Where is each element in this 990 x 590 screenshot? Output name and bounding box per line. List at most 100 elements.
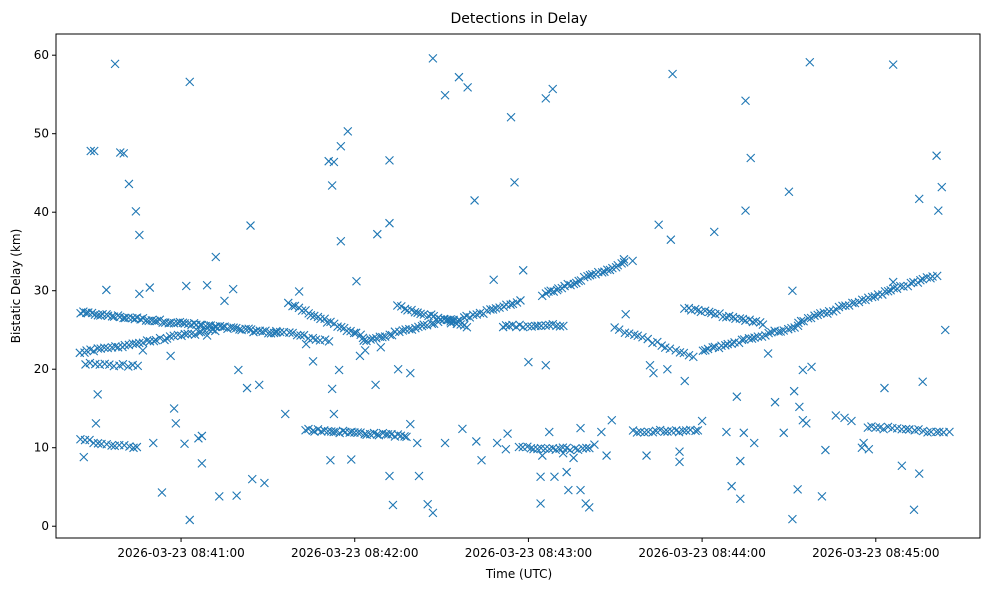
- data-point: [115, 312, 125, 322]
- data-point: [700, 345, 710, 355]
- data-point: [675, 348, 685, 357]
- data-point: [794, 402, 804, 412]
- data-point: [621, 309, 631, 319]
- data-point: [492, 438, 502, 448]
- data-point: [516, 296, 525, 305]
- data-point: [737, 335, 747, 345]
- data-point: [662, 364, 672, 374]
- data-point: [937, 182, 947, 192]
- data-point: [327, 384, 337, 394]
- data-point: [735, 314, 745, 323]
- data-point: [288, 328, 298, 338]
- plot-area-frame: [55, 33, 981, 539]
- data-point: [576, 423, 585, 433]
- data-point: [376, 342, 386, 352]
- data-point: [134, 289, 144, 299]
- data-point: [857, 295, 867, 305]
- data-point: [202, 331, 212, 340]
- data-point: [840, 413, 849, 423]
- data-point: [536, 499, 545, 508]
- data-point: [576, 485, 585, 495]
- data-point: [369, 428, 379, 438]
- data-point: [628, 256, 638, 266]
- data-point: [132, 442, 142, 452]
- data-point: [477, 455, 486, 465]
- y-tick-label: 30: [34, 284, 49, 298]
- data-point: [794, 318, 803, 328]
- data-point: [617, 259, 627, 268]
- data-point: [385, 156, 394, 165]
- data-point: [914, 194, 924, 204]
- data-point: [336, 236, 346, 246]
- data-point: [89, 346, 99, 356]
- data-point: [697, 416, 707, 426]
- data-point: [368, 334, 378, 343]
- data-point: [747, 334, 757, 344]
- data-point: [214, 492, 224, 501]
- data-point: [359, 336, 369, 345]
- data-point: [574, 276, 584, 286]
- data-point: [501, 444, 511, 454]
- data-point: [486, 305, 495, 314]
- data-point: [85, 435, 94, 445]
- data-point: [210, 326, 220, 336]
- data-point: [232, 491, 242, 500]
- data-point: [649, 368, 658, 378]
- data-point: [709, 227, 719, 237]
- data-point: [336, 322, 346, 332]
- data-point: [101, 285, 111, 295]
- data-point: [372, 229, 382, 239]
- data-point: [96, 344, 106, 353]
- data-point: [110, 59, 120, 69]
- data-point: [723, 339, 733, 349]
- data-point: [470, 196, 479, 205]
- data-point: [537, 451, 547, 460]
- data-point: [879, 424, 889, 434]
- data-point: [412, 438, 422, 448]
- data-point: [396, 431, 406, 441]
- data-point: [165, 332, 175, 341]
- data-point: [416, 309, 425, 319]
- data-point: [285, 328, 294, 337]
- data-point: [857, 443, 867, 453]
- data-point: [566, 280, 575, 290]
- data-point: [584, 443, 594, 453]
- data-point: [633, 331, 643, 341]
- data-point: [142, 336, 152, 345]
- data-point: [180, 319, 190, 328]
- data-point: [602, 451, 611, 460]
- data-point: [629, 330, 639, 340]
- data-point: [607, 415, 617, 425]
- data-point: [468, 310, 478, 320]
- data-point: [587, 269, 597, 279]
- data-point: [570, 444, 580, 453]
- data-points: [75, 53, 954, 525]
- data-point: [383, 429, 393, 439]
- data-point: [414, 471, 424, 481]
- data-point: [488, 305, 498, 314]
- data-point: [548, 443, 558, 453]
- data-point: [810, 311, 819, 321]
- data-point: [352, 276, 361, 286]
- data-point: [343, 126, 353, 136]
- data-point: [301, 339, 311, 349]
- data-point: [194, 327, 204, 337]
- data-point: [138, 338, 148, 348]
- data-point: [178, 318, 188, 328]
- data-point: [787, 323, 796, 333]
- data-point: [316, 314, 325, 324]
- data-point: [288, 301, 297, 311]
- data-point: [838, 301, 847, 311]
- data-point: [405, 419, 415, 429]
- data-point: [671, 346, 681, 355]
- data-point: [220, 296, 229, 306]
- data-point: [180, 439, 189, 449]
- data-point: [880, 286, 890, 296]
- data-point: [129, 443, 138, 453]
- data-point: [422, 320, 432, 330]
- data-point: [316, 427, 326, 436]
- y-tick-label: 60: [34, 48, 49, 62]
- data-point: [506, 300, 516, 310]
- data-point: [196, 320, 205, 330]
- data-point: [136, 315, 145, 324]
